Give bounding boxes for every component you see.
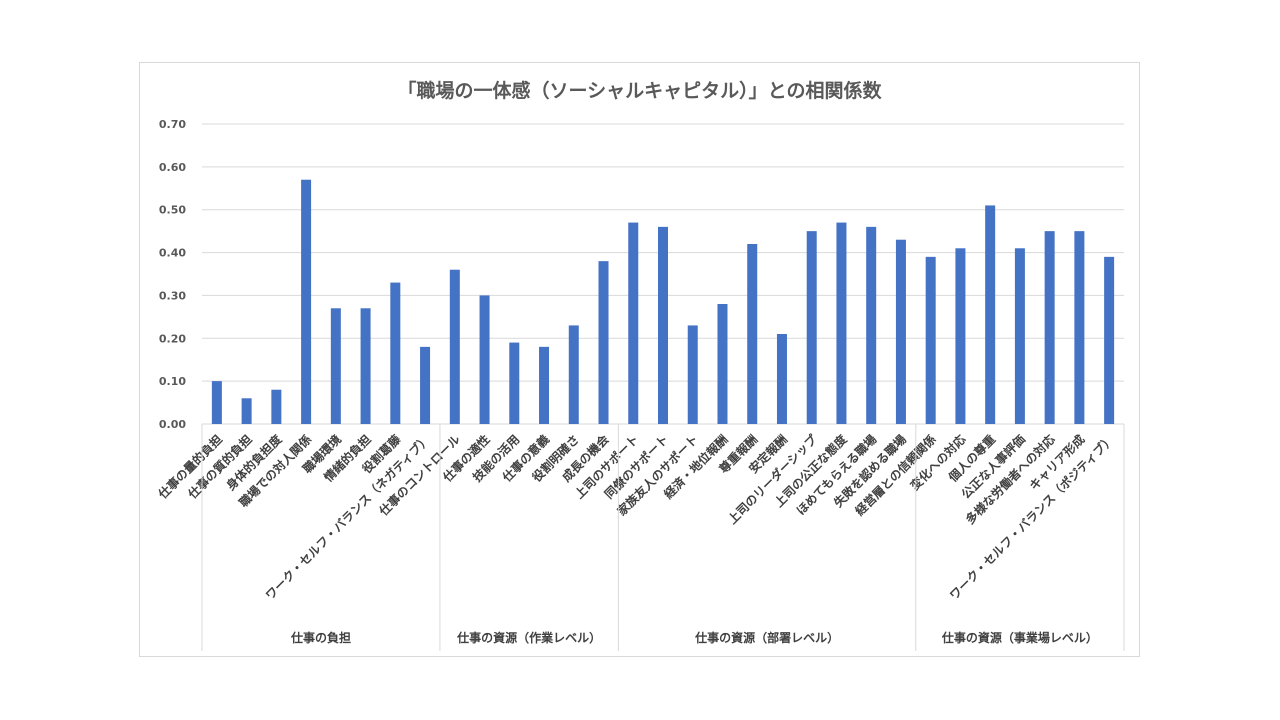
bar [271, 389, 282, 424]
bar [806, 231, 817, 424]
group-label: 仕事の資源（事業場レベル） [941, 630, 1098, 645]
y-tick-label: 0.40 [159, 247, 186, 260]
bar [241, 398, 252, 424]
bar [420, 346, 431, 424]
bar [1044, 231, 1055, 424]
bar [895, 239, 906, 424]
bar [985, 205, 996, 424]
bar [658, 226, 668, 424]
bar [479, 295, 490, 424]
bar [836, 222, 847, 424]
bar [747, 244, 758, 424]
bar [717, 304, 728, 424]
bar [776, 334, 787, 424]
bar [568, 325, 579, 424]
bar [301, 179, 312, 424]
chart-title: 「職場の一体感（ソーシャルキャピタル）」との相関係数 [397, 80, 882, 102]
bar [390, 282, 401, 424]
y-tick-label: 0.10 [159, 375, 186, 388]
bar [539, 346, 550, 424]
y-tick-label: 0.30 [159, 289, 186, 302]
y-tick-label: 0.20 [159, 332, 186, 345]
group-label: 仕事の資源（部署レベル） [694, 630, 839, 645]
bar [925, 256, 936, 424]
group-label: 仕事の負担 [290, 630, 351, 645]
bar [598, 261, 609, 424]
group-label: 仕事の資源（作業レベル） [456, 630, 601, 645]
bar [360, 308, 371, 424]
bar [509, 342, 520, 424]
y-tick-label: 0.00 [159, 418, 186, 431]
bar [628, 222, 639, 424]
bar [449, 269, 460, 424]
bar [955, 248, 966, 424]
bar [687, 325, 698, 424]
bar [1104, 256, 1115, 424]
bar [1014, 248, 1025, 424]
bar [211, 381, 222, 424]
y-tick-label: 0.50 [159, 204, 186, 217]
bar [866, 226, 877, 424]
y-tick-label: 0.60 [159, 161, 186, 174]
y-tick-label: 0.70 [159, 118, 186, 131]
bar [330, 308, 341, 424]
bar [1074, 231, 1085, 424]
